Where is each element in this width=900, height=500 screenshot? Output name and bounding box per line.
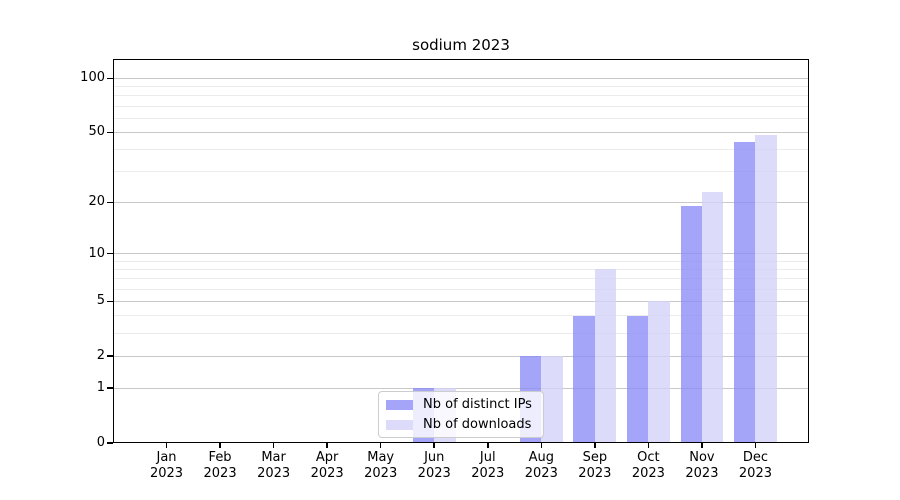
x-tick-mark-jul-2023	[487, 443, 489, 448]
x-tick-year: 2023	[203, 466, 237, 481]
x-tick-month: Jan	[156, 450, 177, 465]
bar-nb-of-distinct-ips-dec-2023	[734, 142, 756, 443]
gridline-minor-40	[113, 149, 809, 151]
bar-nb-of-distinct-ips-oct-2023	[626, 315, 649, 443]
y-tick-mark-10	[107, 252, 113, 255]
x-tick-mark-sep-2023	[594, 443, 596, 448]
bar-nb-of-downloads-dec-2023	[755, 135, 777, 443]
legend-label-distinct-ips: Nb of distinct IPs	[423, 397, 532, 412]
x-tick-month: Dec	[742, 450, 769, 465]
y-tick-mark-2	[107, 355, 113, 357]
x-tick-label-oct-2023: Oct 2023	[613, 450, 683, 482]
x-tick-mark-apr-2023	[326, 443, 328, 448]
x-tick-month: Aug	[528, 450, 554, 465]
y-tick-label-2: 2	[96, 348, 105, 364]
gridline-major-50	[113, 131, 809, 133]
x-tick-label-jan-2023: Jan 2023	[132, 450, 202, 482]
x-tick-mark-aug-2023	[540, 443, 543, 448]
gridline-minor-80	[113, 95, 809, 97]
legend-swatch-downloads-icon	[386, 419, 413, 430]
plot-area: 0 1 2 5 10 20 50 100 Jan 2023 Feb 2023 Mar 2023 Apr 20…	[80, 59, 809, 481]
x-tick-year: 2023	[471, 466, 505, 481]
y-tick-label-50: 50	[88, 124, 105, 140]
x-tick-month: Feb	[208, 450, 232, 465]
x-tick-label-dec-2023: Dec 2023	[720, 450, 790, 482]
y-tick-mark-20	[107, 201, 113, 204]
x-tick-mark-mar-2023	[272, 443, 275, 448]
x-tick-mark-oct-2023	[647, 443, 650, 448]
x-tick-year: 2023	[578, 466, 612, 481]
x-tick-label-aug-2023: Aug 2023	[506, 450, 576, 482]
y-tick-label-10: 10	[88, 245, 105, 261]
bar-nb-of-distinct-ips-nov-2023	[680, 206, 702, 443]
bar-nb-of-downloads-sep-2023	[594, 269, 617, 443]
x-tick-label-feb-2023: Feb 2023	[185, 450, 255, 482]
x-tick-label-mar-2023: Mar 2023	[239, 450, 309, 482]
x-tick-label-jun-2023: Jun 2023	[399, 450, 469, 482]
y-tick-mark-1	[107, 387, 113, 389]
legend-item-distinct-ips: Nb of distinct IPs	[386, 397, 543, 412]
bar-nb-of-distinct-ips-sep-2023	[573, 315, 595, 443]
x-tick-month: Sep	[582, 450, 608, 465]
y-tick-label-100: 100	[80, 70, 105, 86]
x-tick-mark-feb-2023	[219, 443, 221, 448]
x-tick-month: Mar	[261, 450, 286, 465]
bar-nb-of-downloads-oct-2023	[648, 301, 670, 443]
x-tick-year: 2023	[524, 466, 558, 481]
gridline-minor-60	[113, 117, 809, 119]
x-tick-year: 2023	[685, 466, 719, 481]
gridline-minor-30	[113, 171, 809, 173]
x-tick-year: 2023	[738, 466, 772, 481]
legend-swatch-distinct-ips-icon	[386, 399, 413, 410]
x-tick-mark-jun-2023	[433, 443, 435, 448]
x-tick-year: 2023	[257, 466, 291, 481]
x-tick-label-may-2023: May 2023	[346, 450, 416, 482]
x-tick-year: 2023	[631, 466, 665, 481]
y-tick-label-0: 0	[96, 435, 105, 450]
legend: Nb of distinct IPs Nb of downloads	[378, 391, 544, 438]
bar-nb-of-downloads-nov-2023	[701, 191, 724, 443]
y-tick-mark-5	[107, 300, 113, 303]
y-tick-label-5: 5	[96, 293, 105, 309]
x-tick-label-nov-2023: Nov 2023	[667, 450, 737, 482]
y-tick-mark-50	[107, 131, 113, 134]
gridline-minor-90	[113, 86, 809, 88]
legend-item-downloads: Nb of downloads	[386, 417, 543, 432]
x-tick-month: Jul	[479, 450, 496, 465]
x-tick-month: Apr	[315, 450, 339, 465]
x-tick-year: 2023	[417, 466, 451, 481]
gridline-major-100	[113, 77, 809, 79]
y-tick-mark-0	[107, 442, 113, 444]
y-tick-label-20: 20	[88, 194, 105, 210]
x-tick-mark-jan-2023	[165, 443, 168, 448]
x-tick-year: 2023	[149, 466, 184, 481]
legend-label-downloads: Nb of downloads	[423, 417, 532, 432]
chart-title: sodium 2023	[412, 36, 510, 54]
x-tick-mark-may-2023	[379, 443, 382, 448]
x-tick-label-apr-2023: Apr 2023	[292, 450, 362, 482]
x-tick-month: May	[367, 450, 395, 465]
x-tick-month: Oct	[637, 450, 660, 465]
x-tick-mark-dec-2023	[754, 443, 757, 448]
x-tick-month: Nov	[689, 450, 715, 465]
x-tick-month: Jun	[424, 450, 445, 465]
x-tick-year: 2023	[310, 466, 344, 481]
y-tick-label-1: 1	[96, 380, 105, 396]
gridline-minor-70	[113, 105, 809, 107]
x-tick-label-sep-2023: Sep 2023	[560, 450, 630, 482]
x-tick-label-jul-2023: Jul 2023	[453, 450, 523, 482]
x-tick-year: 2023	[364, 466, 398, 481]
x-tick-mark-nov-2023	[701, 443, 703, 448]
y-tick-mark-100	[107, 77, 113, 80]
bar-nb-of-downloads-aug-2023	[541, 356, 563, 443]
